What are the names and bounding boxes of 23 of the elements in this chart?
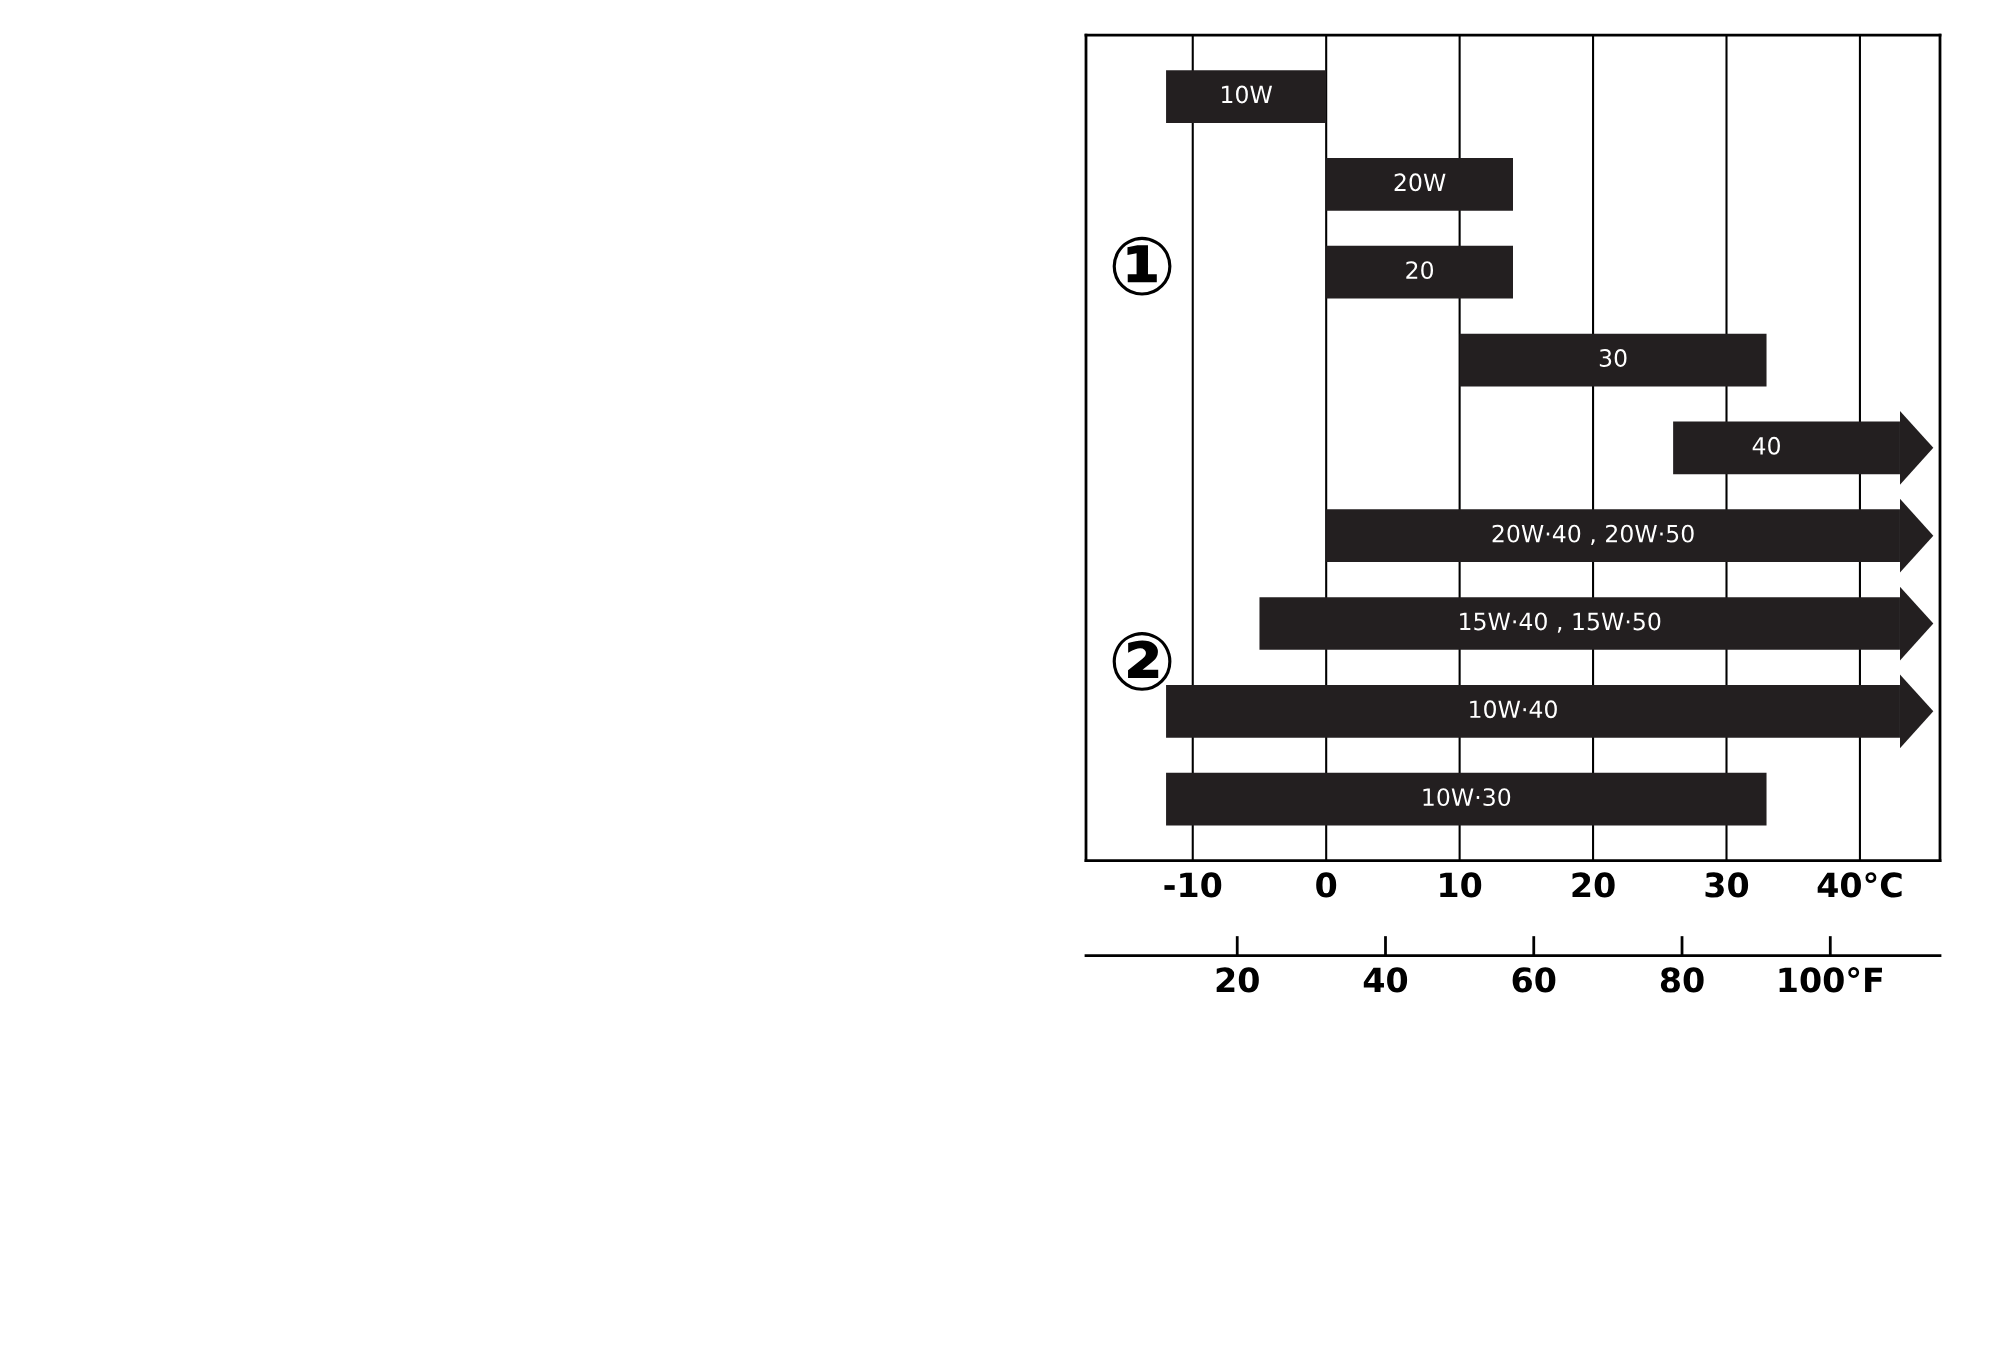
bar <box>1326 245 1513 299</box>
y-tick-label: 20W <box>1394 173 1446 192</box>
x2-tick-label: 80 <box>1660 967 1704 993</box>
bar <box>1166 70 1327 123</box>
annotation: ② <box>1112 632 1172 691</box>
y-tick-label: 10W·40 <box>1470 700 1557 719</box>
x-tick-label: -10 <box>1164 872 1222 898</box>
x2-tick-label: 100°F <box>1779 967 1882 993</box>
y-tick-label: 10W·30 <box>1423 788 1511 807</box>
x-tick-label: 30 <box>1705 872 1749 898</box>
x2-tick-label: 40 <box>1363 967 1408 993</box>
x2-tick-label: 60 <box>1512 967 1556 993</box>
y-tick-label: 20W·40 , 20W·50 <box>1492 524 1694 545</box>
x-tick-label: 10 <box>1440 872 1482 898</box>
bar <box>1166 772 1767 826</box>
x-tick-label: 0 <box>1316 872 1337 898</box>
annotation: ① <box>1112 236 1172 296</box>
x2-tick-label: 20 <box>1216 967 1259 993</box>
x-tick-label: 40°C <box>1817 872 1902 898</box>
bar <box>1326 158 1513 211</box>
y-tick-label: 15W·40 , 15W·50 <box>1460 612 1661 633</box>
bar <box>1459 333 1767 387</box>
y-tick-label: 10W <box>1222 85 1273 104</box>
